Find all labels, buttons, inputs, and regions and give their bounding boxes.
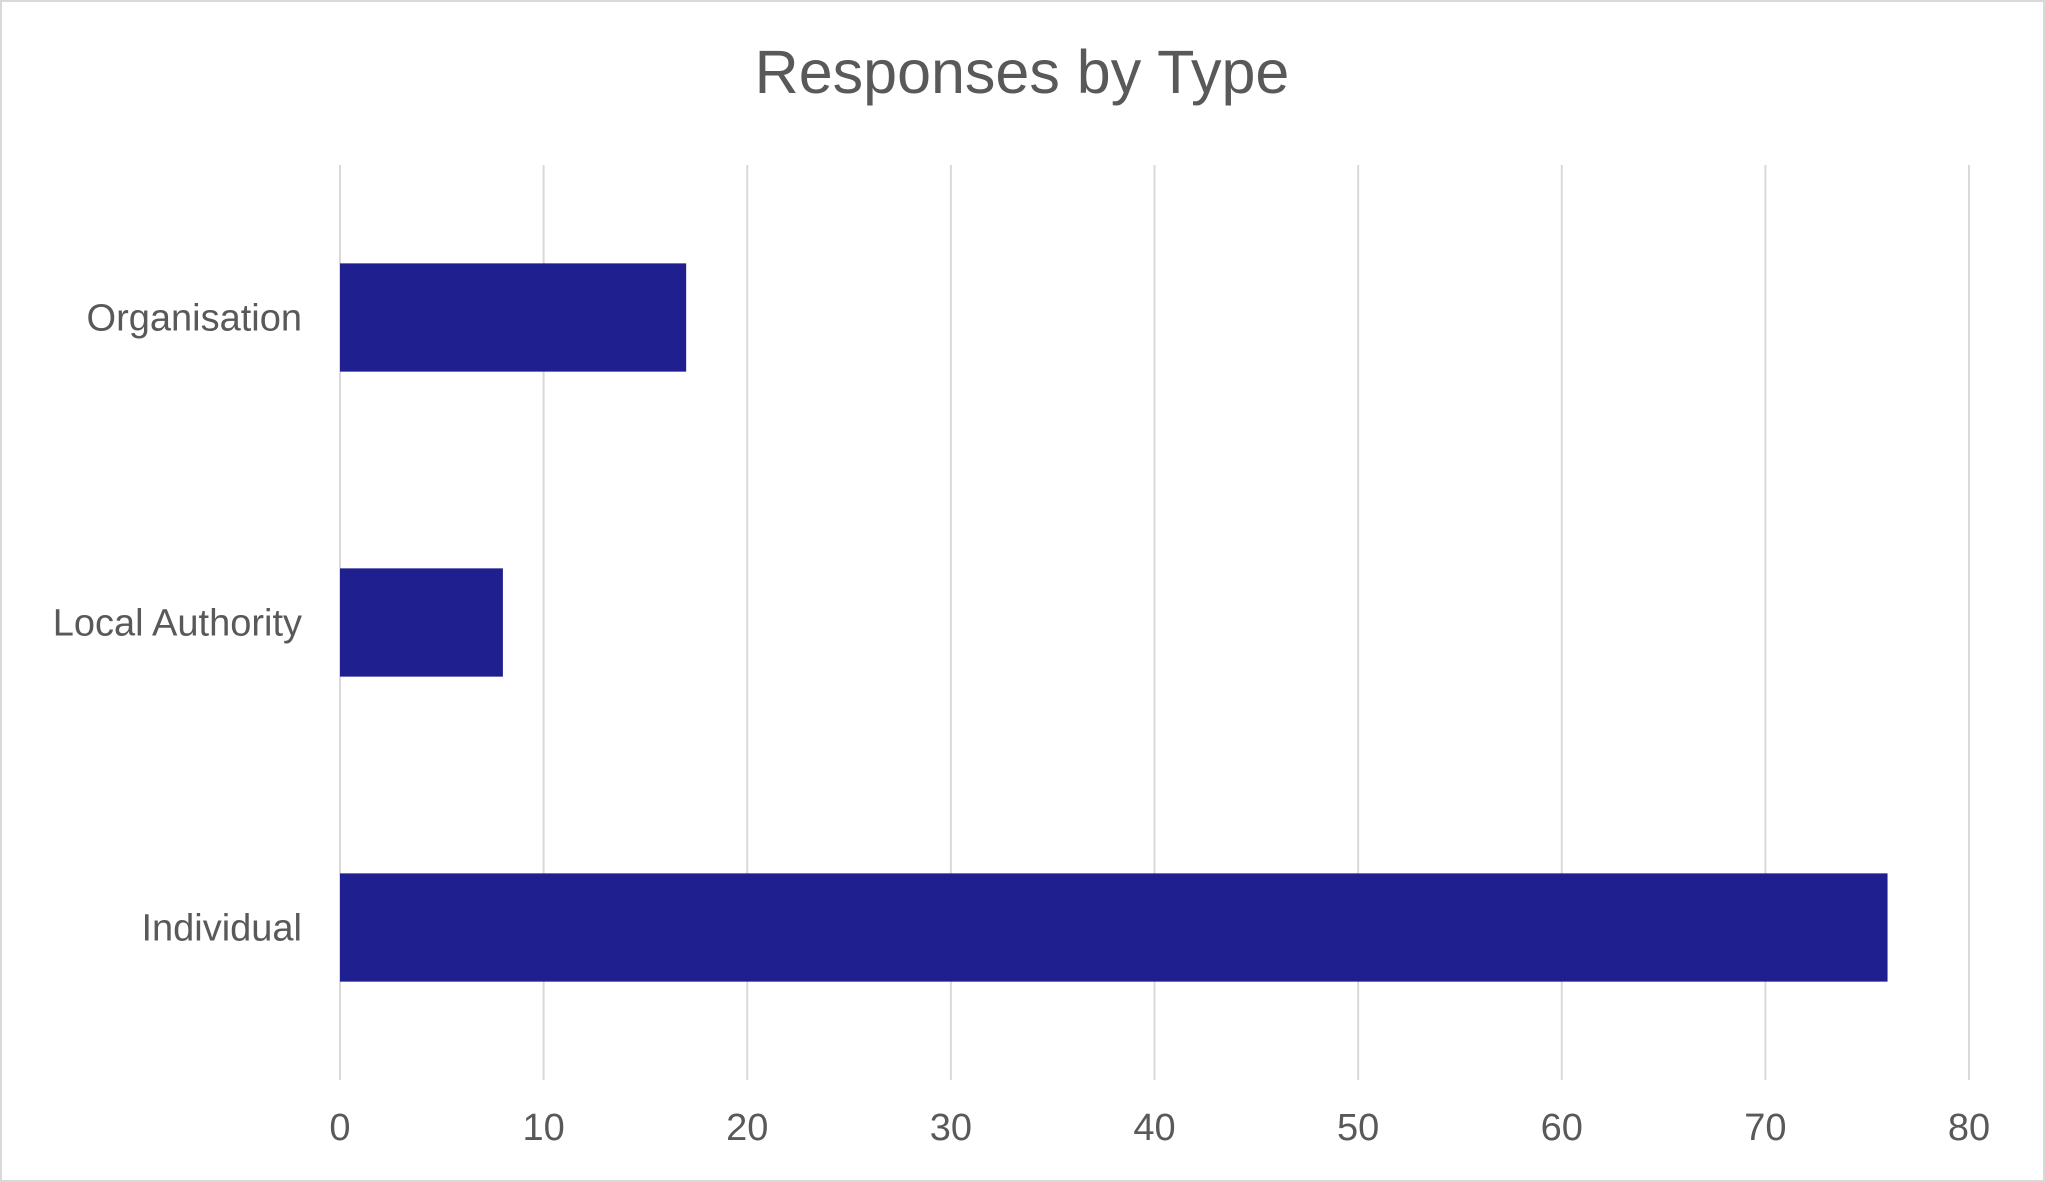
x-tick-label: 0 (329, 1107, 350, 1149)
bars (340, 263, 1888, 982)
x-tick-label: 30 (930, 1107, 972, 1149)
x-tick-label: 40 (1133, 1107, 1175, 1149)
x-tick-label: 70 (1744, 1107, 1786, 1149)
x-tick-label: 10 (522, 1107, 564, 1149)
category-labels: Organisation Local Authority Individual (53, 298, 302, 950)
x-tick-label: 20 (726, 1107, 768, 1149)
x-tick-label: 50 (1337, 1107, 1379, 1149)
x-axis-ticks: 0 10 20 30 40 50 60 70 80 (329, 1107, 1990, 1149)
x-tick-label: 80 (1948, 1107, 1990, 1149)
bar-local-authority (340, 568, 503, 677)
bar-organisation (340, 263, 687, 372)
category-label: Individual (141, 908, 302, 950)
category-label: Local Authority (53, 603, 302, 645)
bar-individual (340, 873, 1888, 982)
chart-title: Responses by Type (755, 38, 1290, 106)
x-tick-label: 60 (1541, 1107, 1583, 1149)
category-label: Organisation (87, 298, 302, 340)
